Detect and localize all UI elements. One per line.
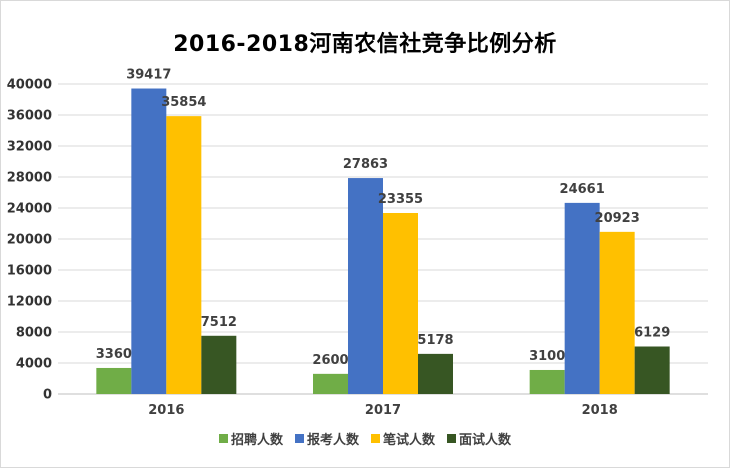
legend-label: 招聘人数 (230, 433, 283, 448)
chart-legend: 招聘人数 报考人数 笔试人数 面试人数 (0, 429, 730, 448)
bar-1 (529, 369, 565, 394)
y-tick-label: 20000 (7, 233, 52, 248)
data-label: 24661 (560, 182, 605, 197)
y-tick-label: 8000 (16, 326, 52, 341)
y-tick-label: 32000 (7, 140, 52, 155)
data-label: 3100 (529, 349, 565, 364)
data-label: 39417 (126, 68, 171, 83)
data-label: 2600 (312, 353, 348, 368)
bar-3 (383, 212, 418, 394)
bar-4 (418, 353, 453, 394)
data-label: 27863 (343, 157, 388, 172)
y-tick-label: 16000 (7, 264, 52, 279)
x-tick-label: 2016 (148, 403, 184, 418)
legend-swatch (218, 434, 228, 443)
bar-4 (201, 335, 237, 394)
legend-swatch (371, 434, 380, 443)
bar-3 (599, 231, 635, 394)
y-tick-label: 28000 (7, 171, 52, 186)
chart-title: 2016-2018河南农信社竞争比例分析 (173, 32, 557, 57)
legend-swatch (294, 434, 304, 443)
y-tick-label: 36000 (7, 109, 52, 124)
legend-item: 笔试人数 (371, 429, 435, 448)
data-label: 23355 (378, 192, 423, 207)
bar-2 (348, 178, 383, 394)
x-tick-label: 2018 (582, 403, 618, 418)
y-tick-label: 0 (43, 388, 52, 403)
data-label: 5178 (417, 333, 453, 348)
data-label: 35854 (161, 95, 206, 110)
legend-label: 报考人数 (306, 433, 359, 448)
y-tick-label: 24000 (7, 202, 52, 217)
x-tick-label: 2017 (365, 403, 401, 418)
data-label: 6129 (634, 326, 670, 341)
y-tick-label: 12000 (7, 295, 52, 310)
legend-item: 招聘人数 (218, 429, 283, 448)
bar-4 (634, 346, 670, 394)
legend-swatch (447, 434, 457, 443)
legend-label: 笔试人数 (383, 433, 436, 448)
y-tick-label: 40000 (7, 78, 52, 93)
bar-3 (166, 116, 202, 394)
bar-1 (96, 367, 132, 394)
data-label: 20923 (595, 211, 640, 226)
bar-2 (131, 88, 167, 394)
data-label: 7512 (201, 315, 237, 330)
bar-2 (564, 202, 600, 394)
legend-label: 面试人数 (459, 433, 512, 448)
y-tick-label: 4000 (16, 357, 52, 372)
bar-1 (313, 373, 348, 394)
data-label: 3360 (96, 347, 132, 362)
legend-item: 报考人数 (294, 429, 359, 448)
legend-item: 面试人数 (447, 429, 511, 448)
